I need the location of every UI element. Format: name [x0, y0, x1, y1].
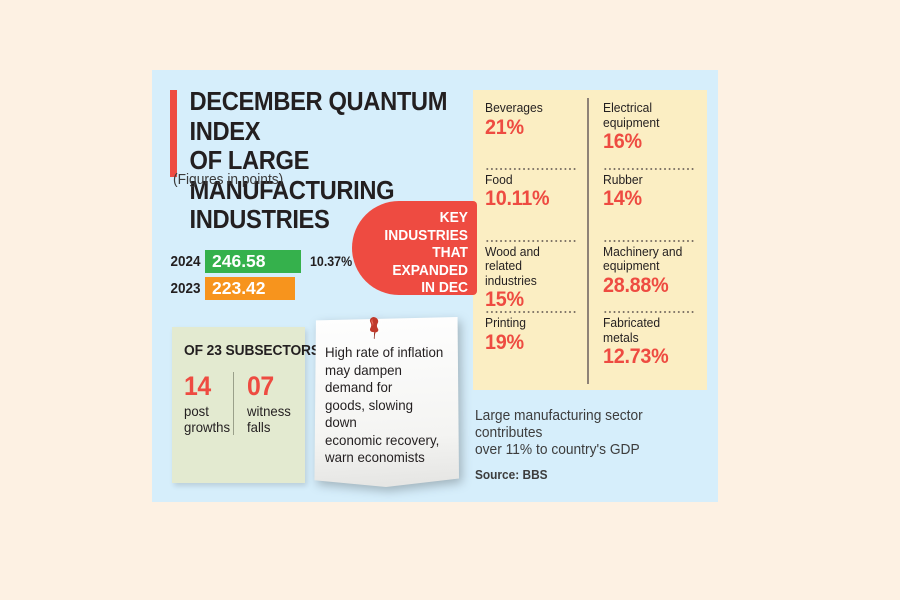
industry-value: 28.88%	[602, 272, 669, 297]
subsectors-stats: 14 post growths 07 witness falls	[184, 372, 295, 435]
infographic-panel: DECEMBER QUANTUM INDEX OF LARGE MANUFACT…	[152, 70, 718, 502]
industry-value: 14%	[602, 186, 642, 211]
industry-item: Electrical equipment 16%	[603, 99, 700, 171]
stat-number: 07	[247, 371, 274, 401]
growth-value: 10.37%	[310, 254, 353, 269]
bar-value-label: 223.42	[212, 278, 266, 298]
page-title: DECEMBER QUANTUM INDEX OF LARGE MANUFACT…	[189, 88, 448, 234]
industry-name: Food	[485, 171, 513, 187]
bar-2023: 223.42	[205, 277, 295, 300]
bar-value-label: 246.58	[212, 251, 266, 271]
industry-item: Printing 19%	[485, 311, 582, 386]
industry-value: 12.73%	[602, 344, 669, 369]
sticky-note-paper	[314, 317, 459, 487]
subsectors-title: OF 23 SUBSECTORS	[184, 343, 321, 359]
key-industries-badge: KEY INDUSTRIES THAT EXPANDED IN DEC	[352, 201, 477, 297]
industries-column-right: Electrical equipment 16% Rubber 14% Mach…	[591, 99, 700, 386]
subsector-stat-growths: 14 post growths	[184, 371, 233, 436]
gdp-note: Large manufacturing sector contributes o…	[475, 408, 643, 458]
industry-name: Wood and related industries	[485, 243, 540, 288]
stat-label: post growths	[184, 403, 231, 435]
industry-name: Rubber	[602, 171, 643, 187]
industry-value: 10.11%	[485, 186, 550, 211]
industry-name: Printing	[485, 315, 526, 331]
sticky-note: High rate of inflation may dampen demand…	[313, 317, 459, 487]
stat-label: witness falls	[247, 403, 291, 435]
industry-item: Machinery and equipment 28.88%	[602, 239, 700, 315]
stat-number: 14	[184, 371, 211, 401]
pushpin-icon	[369, 317, 379, 339]
index-comparison-chart: 2024 246.58 10.37% 2023 223.42	[161, 250, 491, 304]
industry-item: Beverages 21%	[485, 99, 582, 171]
bar-year-label: 2024	[170, 253, 201, 270]
headline-block: DECEMBER QUANTUM INDEX OF LARGE MANUFACT…	[170, 88, 470, 236]
subsector-stat-falls: 07 witness falls	[233, 372, 295, 435]
industries-column-left: Beverages 21% Food 10.11% Wood and relat…	[485, 99, 591, 386]
industry-name: Fabricated metals	[602, 315, 660, 345]
bar-row: 2023 223.42	[161, 277, 491, 300]
bar-year-label: 2023	[170, 280, 201, 297]
industry-value: 16%	[602, 129, 642, 153]
industry-value: 15%	[485, 287, 524, 311]
footer-block: Large manufacturing sector contributes o…	[475, 408, 705, 482]
sticky-note-text: High rate of inflation may dampen demand…	[325, 344, 444, 465]
industry-value: 19%	[485, 329, 524, 354]
industry-item: Fabricated metals 12.73%	[602, 311, 700, 386]
bar-2024: 246.58	[205, 250, 301, 273]
industries-panel: Beverages 21% Food 10.11% Wood and relat…	[473, 90, 707, 390]
figures-note: (Figures in points)	[173, 172, 284, 188]
subsectors-box: OF 23 SUBSECTORS 14 post growths 07 witn…	[172, 327, 321, 483]
key-industries-badge-text: KEY INDUSTRIES THAT EXPANDED IN DEC	[384, 209, 468, 297]
column-divider	[587, 98, 589, 384]
industry-name: Beverages	[485, 100, 543, 115]
industry-name: Machinery and equipment	[602, 243, 682, 273]
source-label: Source: BBS	[475, 468, 548, 482]
bar-row: 2024 246.58 10.37%	[161, 250, 491, 273]
industry-value: 21%	[485, 114, 524, 139]
industry-name: Electrical equipment	[602, 100, 659, 130]
industry-item: Wood and related industries 15%	[485, 239, 582, 315]
industry-item: Food 10.11%	[485, 167, 582, 243]
title-accent-bar	[170, 90, 177, 177]
industry-item: Rubber 14%	[602, 167, 700, 243]
